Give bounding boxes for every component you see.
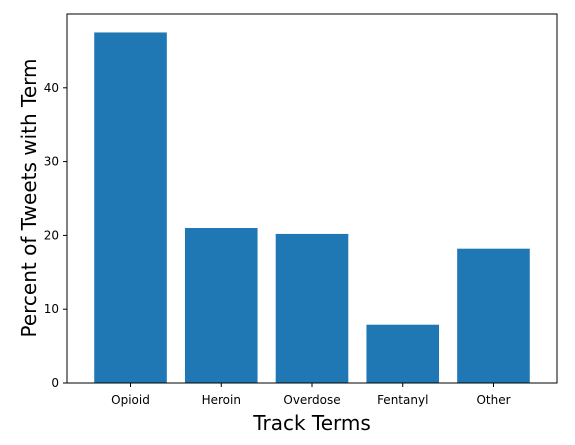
bars-group xyxy=(94,32,530,383)
x-tick-label: Opioid xyxy=(111,393,150,407)
x-axis-label: Track Terms xyxy=(252,411,371,435)
bar-fentanyl xyxy=(366,324,440,383)
bar-overdose xyxy=(275,233,349,383)
x-tick-label: Other xyxy=(476,393,510,407)
x-tick-label: Heroin xyxy=(202,393,241,407)
bar-opioid xyxy=(94,32,167,383)
y-axis-ticks: 0 10 20 30 40 xyxy=(44,81,67,390)
y-tick-label: 10 xyxy=(44,302,59,316)
bar-heroin xyxy=(184,228,258,383)
y-tick-label: 0 xyxy=(51,376,59,390)
y-tick-label: 20 xyxy=(44,228,59,242)
x-axis-ticks: Opioid Heroin Overdose Fentanyl Other xyxy=(111,383,511,407)
plot-frame xyxy=(66,13,558,384)
x-tick-label: Overdose xyxy=(283,393,340,407)
y-tick-label: 30 xyxy=(44,155,59,169)
bar-other xyxy=(457,248,530,383)
y-axis-label: Percent of Tweets with Term xyxy=(17,58,41,337)
x-tick-label: Fentanyl xyxy=(377,393,428,407)
y-tick-label: 40 xyxy=(44,81,59,95)
